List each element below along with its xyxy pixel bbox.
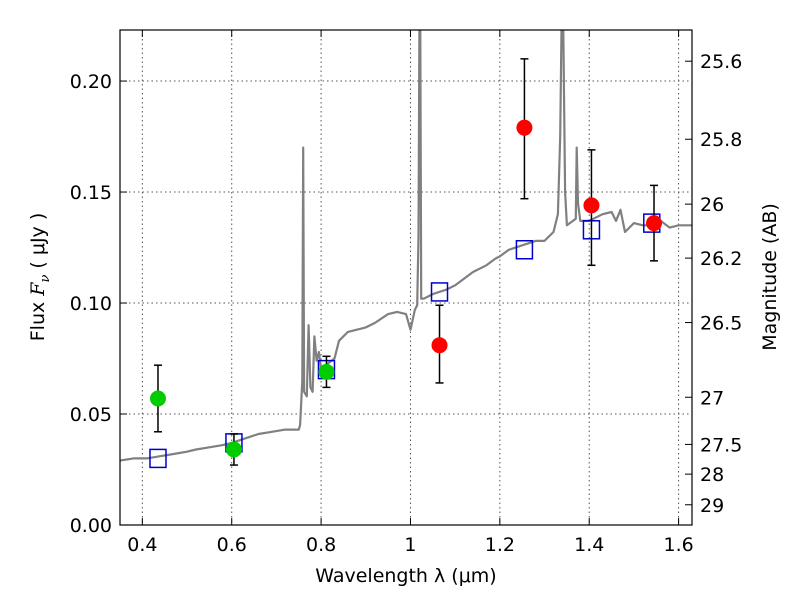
y2-tick-label: 25.8 [700,129,742,151]
plot-frame [119,29,693,526]
ticks: 0.4 0.6 0.8 1 1.2 1.4 1.6 0.00 0.05 0.10 0.15 0.20 2… [70,30,742,556]
grid [120,30,692,526]
optical-data-point [318,363,335,380]
x-tick-label: 0.8 [306,534,336,556]
optical-data-point [149,390,166,407]
model-flux-square [515,240,534,260]
y2-tick-label: 27 [700,387,724,409]
nir-data-point [431,337,448,354]
x-tick-label: 1.6 [663,534,693,556]
optical-data-point [225,441,242,458]
model-flux-square [149,448,167,469]
y-tick-label: 0.00 [70,515,112,537]
nir-data-point [583,197,600,214]
x-tick-label: 1 [404,534,416,556]
x-tick-label: 0.6 [217,534,247,556]
data-layer [120,30,692,469]
x-tick-label: 1.2 [485,534,515,556]
y-tick-label: 0.15 [70,182,112,204]
x-tick-label: 0.4 [127,534,157,556]
y2-tick-label: 27.5 [700,434,742,456]
model-flux-square [430,282,449,302]
y2-tick-label: 26.5 [700,313,742,335]
nir-data-point [516,119,533,136]
nir-data-point [646,215,663,232]
y2-tick-label: 25.6 [700,51,742,73]
x-axis-title: Wavelength λ (μm) [315,565,496,587]
y-tick-label: 0.20 [70,71,112,93]
x-tick-label: 1.4 [574,534,604,556]
y2-tick-label: 26.2 [700,248,742,270]
y2-tick-label: 26 [700,194,724,216]
y2-axis-title: Magnitude (AB) [759,203,781,351]
sed-spectrum-line [120,30,692,462]
y2-tick-label: 29 [700,495,724,517]
y-axis-title: Flux Fν ( μJy ) [27,213,53,342]
y-tick-label: 0.05 [70,404,112,426]
plot-background [120,30,692,525]
y-tick-label: 0.10 [70,293,112,315]
y2-tick-label: 28 [700,464,724,486]
